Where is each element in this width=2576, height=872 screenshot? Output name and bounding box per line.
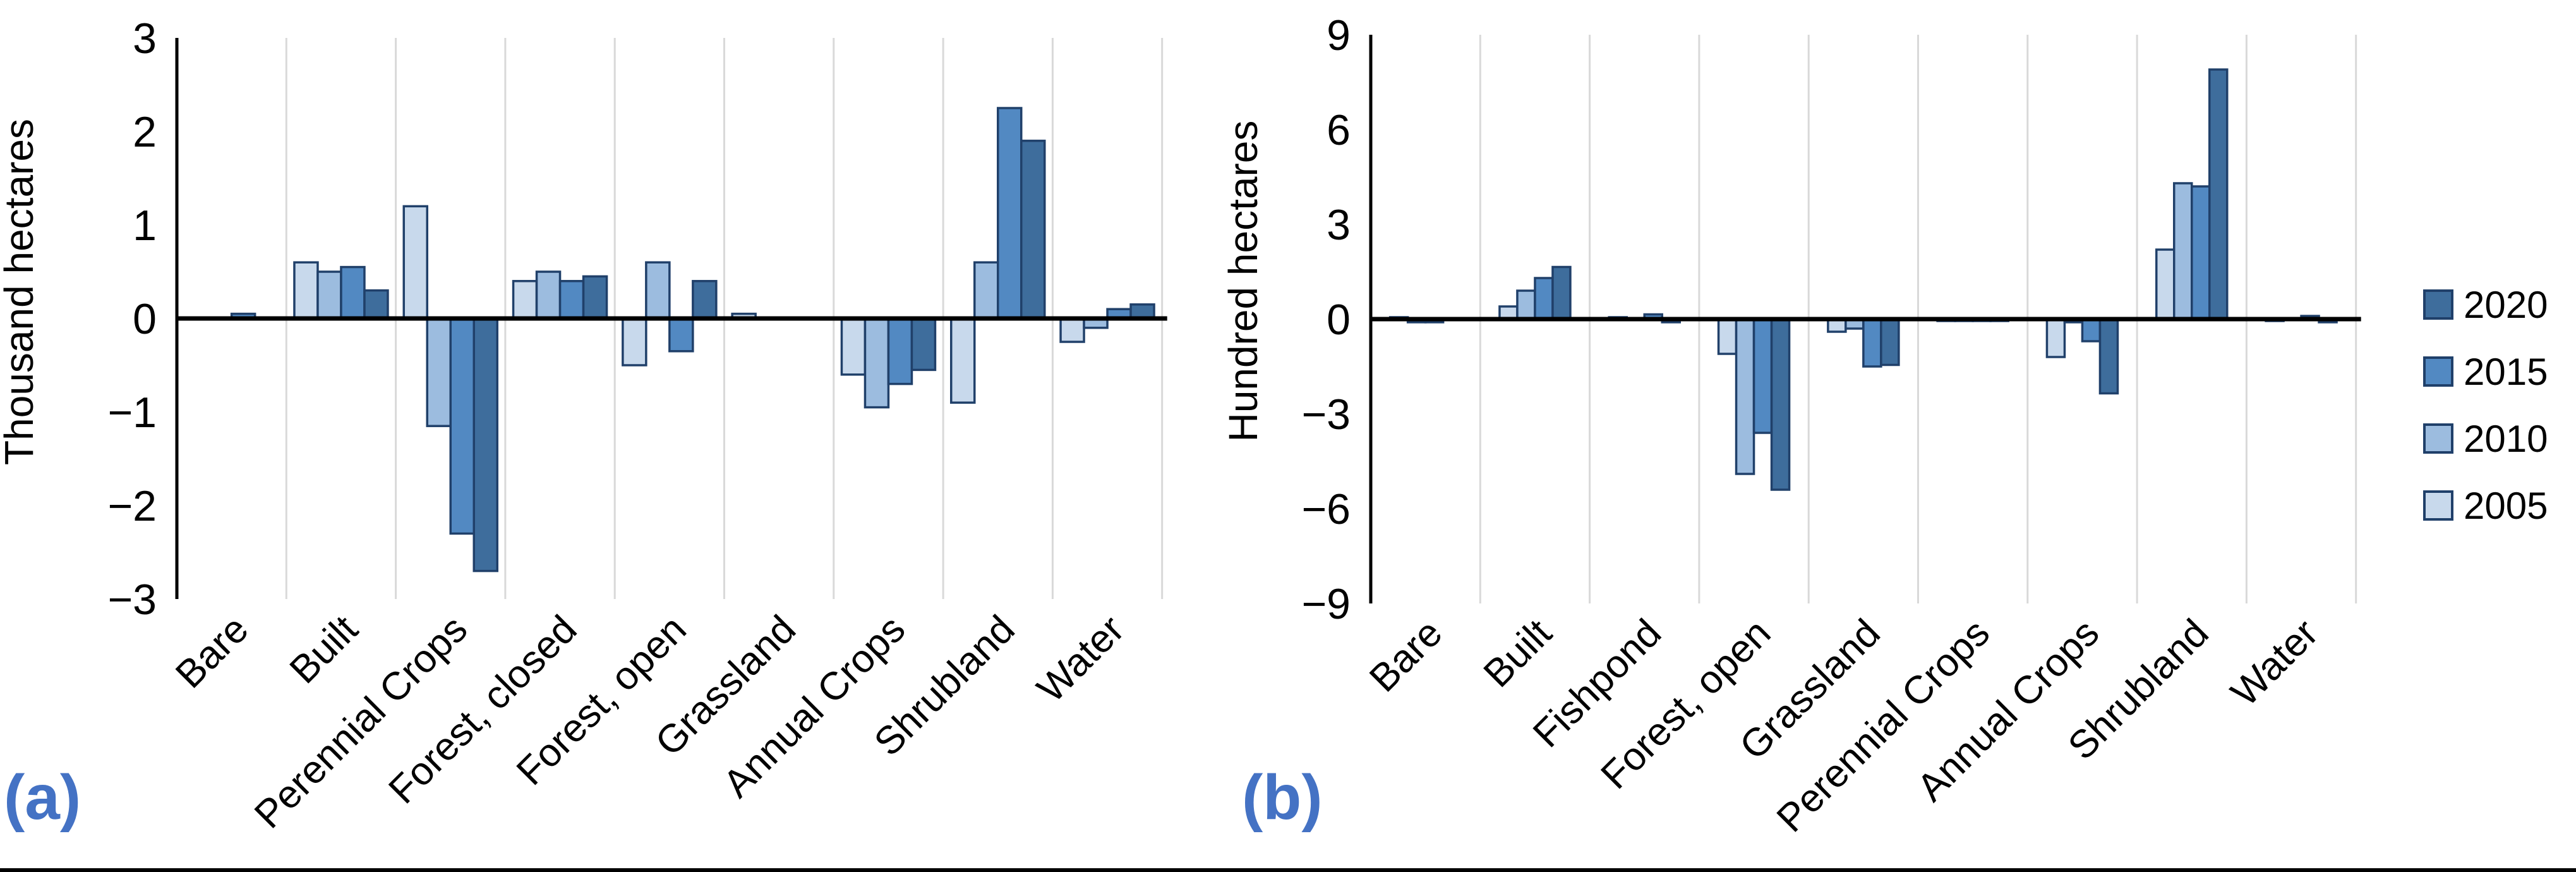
bar-shrubland-2010 xyxy=(2173,182,2193,320)
bar-shrubland-2020 xyxy=(2208,68,2229,320)
bar-annual-crops-2020 xyxy=(910,317,937,372)
bar-forest-closed-2005 xyxy=(512,280,538,320)
legend: 2020 2015 2010 2005 xyxy=(2423,284,2548,527)
y-tick-label: 3 xyxy=(133,15,157,63)
bar-annual-crops-2005 xyxy=(840,317,867,376)
bar-forest-open-2020 xyxy=(1770,318,1791,491)
bar-water-2005 xyxy=(1059,317,1085,343)
bar-forest-closed-2020 xyxy=(582,275,608,320)
bar-forest-open-2020 xyxy=(692,280,718,320)
bar-annual-crops-2015 xyxy=(2081,318,2102,342)
bar-built-2005 xyxy=(293,261,319,320)
bar-perennial-crops-2005 xyxy=(402,205,428,320)
bar-grassland-2020 xyxy=(1880,318,1900,366)
bar-forest-open-2010 xyxy=(645,261,671,320)
y-tick-label: −3 xyxy=(107,576,157,624)
y-tick-label: 1 xyxy=(133,202,157,250)
bar-shrubland-2015 xyxy=(2191,185,2211,320)
legend-label-2020: 2020 xyxy=(2464,283,2548,326)
bar-annual-crops-2020 xyxy=(2098,318,2119,395)
bar-shrubland-2020 xyxy=(1020,140,1046,320)
bar-forest-closed-2015 xyxy=(558,280,585,320)
bar-forest-open-2005 xyxy=(1717,318,1738,355)
x-category-label-bare: Bare xyxy=(1361,611,1450,700)
y-tick-label: −6 xyxy=(1301,485,1351,533)
bar-forest-open-2010 xyxy=(1735,318,1755,475)
bar-built-2010 xyxy=(1516,289,1536,320)
y-tick-label: 9 xyxy=(1327,11,1351,59)
y-tick-label: 0 xyxy=(133,295,157,343)
y-tick-label: −2 xyxy=(107,482,157,530)
y-tick-label: 6 xyxy=(1327,106,1351,154)
legend-item-2005: 2005 xyxy=(2423,485,2548,527)
y-tick-label: 3 xyxy=(1327,201,1351,249)
y-tick-label: 2 xyxy=(133,108,157,156)
bar-shrubland-2015 xyxy=(997,107,1023,320)
y-tick-label: −1 xyxy=(107,389,157,437)
legend-swatch-2010 xyxy=(2423,423,2453,454)
bar-perennial-crops-2010 xyxy=(426,317,452,427)
x-category-label-bare: Bare xyxy=(167,607,256,696)
figure-bottom-rule xyxy=(0,868,2576,872)
bar-perennial-crops-2020 xyxy=(472,317,498,572)
legend-item-2015: 2015 xyxy=(2423,351,2548,393)
y-axis-title-b: Hundred hectares xyxy=(1220,121,1266,442)
bar-shrubland-2005 xyxy=(2155,248,2176,320)
bar-built-2010 xyxy=(316,270,342,320)
bar-forest-open-2015 xyxy=(668,317,694,353)
bar-built-2020 xyxy=(363,289,389,320)
x-category-label-built: Built xyxy=(282,607,366,692)
y-tick-label: −3 xyxy=(1301,391,1351,439)
panel-a-label: (a) xyxy=(4,762,81,833)
bar-forest-closed-2010 xyxy=(535,270,562,320)
y-axis-title-a: Thousand hectares xyxy=(0,119,42,465)
bar-shrubland-2005 xyxy=(950,317,976,404)
bar-built-2020 xyxy=(1551,265,1572,320)
legend-swatch-2020 xyxy=(2423,289,2453,320)
panel-b-label: (b) xyxy=(1242,762,1323,833)
bar-annual-crops-2010 xyxy=(864,317,890,409)
legend-label-2010: 2010 xyxy=(2464,417,2548,460)
legend-item-2010: 2010 xyxy=(2423,418,2548,460)
x-category-label-water: Water xyxy=(1029,607,1133,711)
bar-annual-crops-2015 xyxy=(887,317,913,385)
x-category-label-built: Built xyxy=(1476,611,1560,696)
bar-annual-crops-2005 xyxy=(2045,318,2066,358)
legend-label-2005: 2005 xyxy=(2464,484,2548,527)
bar-forest-open-2015 xyxy=(1752,318,1773,434)
bar-shrubland-2010 xyxy=(973,261,999,320)
y-tick-label: 0 xyxy=(1327,296,1351,344)
legend-label-2015: 2015 xyxy=(2464,350,2548,393)
bar-built-2015 xyxy=(1534,277,1554,320)
bar-grassland-2015 xyxy=(1862,318,1882,368)
x-category-label-forest-closed: Forest, closed xyxy=(380,607,585,812)
bar-perennial-crops-2015 xyxy=(449,317,475,535)
bar-built-2015 xyxy=(340,265,366,320)
y-tick-label: −9 xyxy=(1301,580,1351,628)
legend-swatch-2005 xyxy=(2423,490,2453,521)
x-category-label-water: Water xyxy=(2223,611,2326,715)
bar-forest-open-2005 xyxy=(622,317,647,366)
legend-swatch-2015 xyxy=(2423,356,2453,387)
legend-item-2020: 2020 xyxy=(2423,284,2548,326)
